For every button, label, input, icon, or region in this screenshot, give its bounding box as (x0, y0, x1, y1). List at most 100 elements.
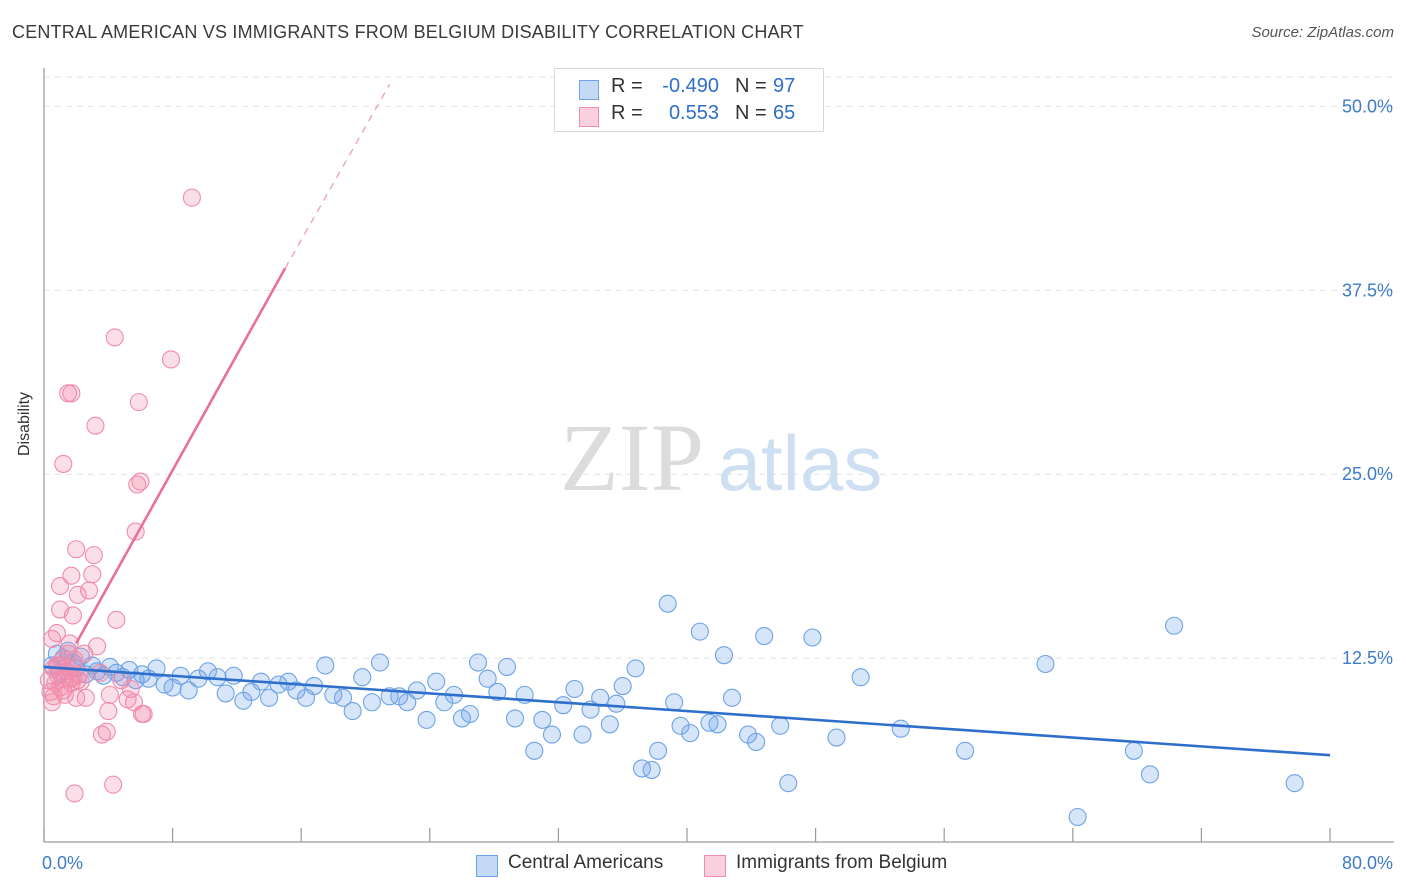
legend-swatch-pink (579, 107, 599, 127)
bottom-legend-label: Central Americans (508, 852, 664, 873)
legend-row-immigrants-from-belgium: R = 0.553 N = 65 (555, 102, 823, 130)
point-central-americans (851, 668, 870, 687)
point-central-americans (316, 656, 335, 675)
point-central-americans (565, 679, 584, 699)
point-immigrants-from-belgium (83, 565, 102, 584)
legend-r-label: R = (611, 102, 643, 124)
point-immigrants-from-belgium (42, 629, 62, 649)
point-central-americans (771, 716, 790, 735)
point-central-americans (533, 710, 552, 729)
point-immigrants-from-belgium (131, 472, 150, 491)
point-immigrants-from-belgium (128, 475, 147, 494)
point-central-americans (779, 774, 798, 793)
point-central-americans (827, 728, 846, 747)
point-central-americans (1165, 616, 1184, 635)
y-tick-label: 25.0% (1342, 464, 1393, 484)
point-central-americans (658, 594, 677, 613)
point-immigrants-from-belgium (107, 610, 126, 629)
legend-row-central-americans: R = -0.490 N = 97 (555, 75, 823, 103)
point-immigrants-from-belgium (161, 350, 181, 369)
point-central-americans (665, 693, 684, 712)
point-central-americans (216, 684, 235, 703)
x-tick-label: 80.0% (1342, 853, 1393, 873)
legend-n-value: 65 (773, 102, 796, 124)
legend-n-value: 97 (773, 75, 796, 97)
correlation-legend: R = -0.490 N = 97 R = 0.553 N = 65 (554, 68, 824, 132)
point-immigrants-from-belgium (62, 384, 81, 403)
point-central-americans (600, 715, 619, 734)
point-central-americans (353, 668, 372, 687)
source-credit: Source: ZipAtlas.com (1251, 24, 1394, 41)
legend-n-label: N = (735, 75, 767, 97)
point-immigrants-from-belgium (79, 581, 99, 600)
point-immigrants-from-belgium (44, 687, 63, 706)
point-central-americans (607, 694, 626, 713)
trend-line-immigrants-from-belgium (75, 267, 287, 645)
x-tick-label: 0.0% (42, 853, 83, 873)
point-immigrants-from-belgium (60, 634, 79, 653)
point-immigrants-from-belgium (92, 725, 111, 744)
trend-line-central-americans (43, 665, 1331, 757)
legend-n-label: N = (735, 102, 767, 124)
point-central-americans (333, 688, 353, 707)
series-central-americans (42, 594, 1304, 827)
point-immigrants-from-belgium (71, 672, 91, 691)
point-immigrants-from-belgium (63, 606, 82, 625)
point-central-americans (468, 653, 488, 672)
point-central-americans (362, 693, 381, 712)
point-central-americans (554, 696, 573, 715)
trend-lines (43, 84, 1331, 757)
point-immigrants-from-belgium (87, 637, 107, 656)
point-central-americans (505, 709, 525, 728)
series-immigrants-from-belgium (39, 188, 201, 803)
point-immigrants-from-belgium (65, 784, 84, 803)
point-central-americans (525, 741, 544, 760)
point-central-americans (803, 628, 822, 647)
point-immigrants-from-belgium (105, 328, 124, 347)
point-central-americans (708, 715, 727, 734)
point-central-americans (1036, 654, 1055, 674)
point-immigrants-from-belgium (84, 546, 103, 565)
y-tick-label: 50.0% (1342, 96, 1393, 116)
point-immigrants-from-belgium (47, 624, 66, 643)
point-central-americans (1285, 774, 1304, 793)
point-central-americans (478, 669, 497, 688)
point-central-americans (398, 693, 417, 712)
point-central-americans (755, 626, 774, 646)
point-central-americans (287, 681, 306, 700)
point-immigrants-from-belgium (100, 685, 119, 704)
point-central-americans (179, 681, 198, 700)
point-immigrants-from-belgium (60, 669, 79, 688)
point-central-americans (497, 657, 517, 676)
point-central-americans (542, 725, 562, 744)
point-central-americans (343, 702, 362, 721)
point-central-americans (956, 741, 975, 760)
point-central-americans (681, 724, 700, 743)
axes (43, 68, 1394, 843)
point-central-americans (488, 682, 507, 701)
bottom-legend-label: Immigrants from Belgium (736, 852, 948, 873)
point-central-americans (417, 710, 436, 729)
point-central-americans (690, 622, 709, 641)
point-immigrants-from-belgium (182, 188, 201, 207)
point-central-americans (370, 653, 390, 672)
legend-swatch-blue (579, 80, 599, 100)
point-central-americans (632, 759, 652, 778)
point-immigrants-from-belgium (54, 681, 73, 700)
point-central-americans (460, 704, 480, 724)
point-central-americans (626, 659, 645, 678)
point-central-americans (891, 719, 910, 738)
point-immigrants-from-belgium (62, 566, 81, 585)
y-tick-label: 12.5% (1342, 648, 1393, 668)
point-central-americans (1140, 765, 1160, 784)
point-central-americans (613, 677, 632, 696)
point-immigrants-from-belgium (76, 688, 95, 707)
point-central-americans (642, 760, 661, 779)
legend-r-value: 0.553 (668, 102, 719, 124)
point-immigrants-from-belgium (51, 576, 70, 596)
tick-labels: 12.5% 25.0% 37.5% 50.0% 0.0% 80.0% (42, 96, 1393, 873)
watermark-zip: ZIP (560, 404, 704, 511)
legend-r-label: R = (611, 75, 643, 97)
point-central-americans (714, 646, 734, 665)
